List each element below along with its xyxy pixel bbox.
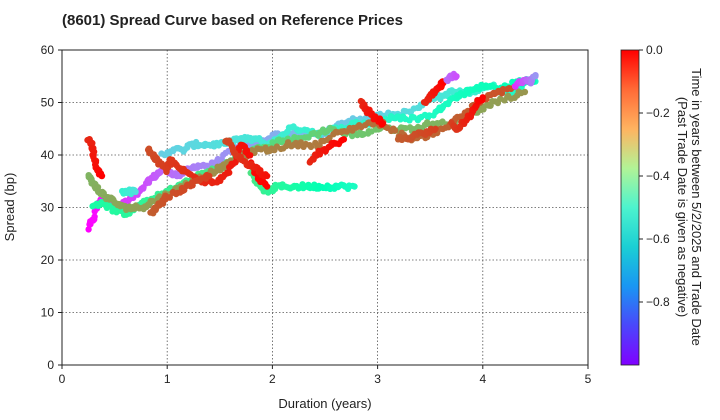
x-tick-labels: 0 1 2 3 4 5 — [59, 365, 592, 386]
scatter-point — [379, 120, 387, 127]
colorbar — [620, 49, 640, 366]
y-tick-label: 10 — [41, 306, 55, 320]
scatter-point — [85, 226, 92, 233]
colorbar-label-line2: (Past Trade Date is given as negative) — [675, 97, 690, 317]
scatter-points — [84, 70, 539, 233]
scatter-point — [232, 159, 239, 166]
scatter-point — [263, 172, 271, 180]
chart-title: (8601) Spread Curve based on Reference P… — [62, 12, 403, 29]
colorbar-tick-label: −0.8 — [646, 295, 670, 309]
scatter-point — [247, 152, 254, 159]
scatter-point — [479, 94, 486, 101]
scatter-point — [166, 194, 173, 201]
x-tick-label: 5 — [585, 372, 592, 386]
scatter-point — [432, 125, 439, 132]
colorbar-tick-label: −0.2 — [646, 106, 670, 120]
scatter-point — [392, 127, 399, 134]
colorbar-tick-label: −0.4 — [646, 169, 670, 183]
scatter-point — [226, 169, 233, 176]
x-tick-label: 1 — [164, 372, 171, 386]
colorbar-tick-label: −0.6 — [646, 232, 670, 246]
x-axis-label: Duration (years) — [278, 396, 371, 411]
colorbar-tick-label: 0.0 — [646, 43, 663, 57]
y-tick-label: 0 — [47, 358, 54, 372]
y-tick-label: 30 — [41, 201, 55, 215]
y-tick-label: 60 — [41, 43, 55, 57]
scatter-point — [206, 172, 213, 180]
y-tick-label: 20 — [41, 253, 55, 267]
scatter-point — [132, 188, 139, 195]
scatter-point — [532, 73, 539, 80]
scatter-point — [351, 183, 358, 190]
x-tick-label: 0 — [59, 372, 66, 386]
scatter-point — [307, 143, 315, 151]
colorbar-ticks: 0.0 −0.2 −0.4 −0.6 −0.8 — [639, 43, 670, 309]
x-tick-label: 4 — [479, 372, 486, 386]
scatter-point — [453, 73, 460, 80]
scatter-point — [340, 136, 348, 143]
scatter-point — [89, 139, 96, 147]
scatter-point — [98, 172, 106, 180]
scatter-point — [263, 183, 271, 190]
colorbar-label-line1: Time in years between 5/2/2025 and Trade… — [689, 68, 704, 346]
scatter-point — [91, 213, 98, 220]
x-tick-label: 3 — [374, 372, 381, 386]
scatter-point — [521, 88, 529, 96]
x-tick-label: 2 — [269, 372, 276, 386]
y-tick-labels: 0 10 20 30 40 50 60 — [41, 43, 62, 372]
y-tick-label: 50 — [41, 96, 55, 110]
y-axis-label: Spread (bp) — [2, 173, 17, 242]
y-tick-label: 40 — [41, 148, 55, 162]
